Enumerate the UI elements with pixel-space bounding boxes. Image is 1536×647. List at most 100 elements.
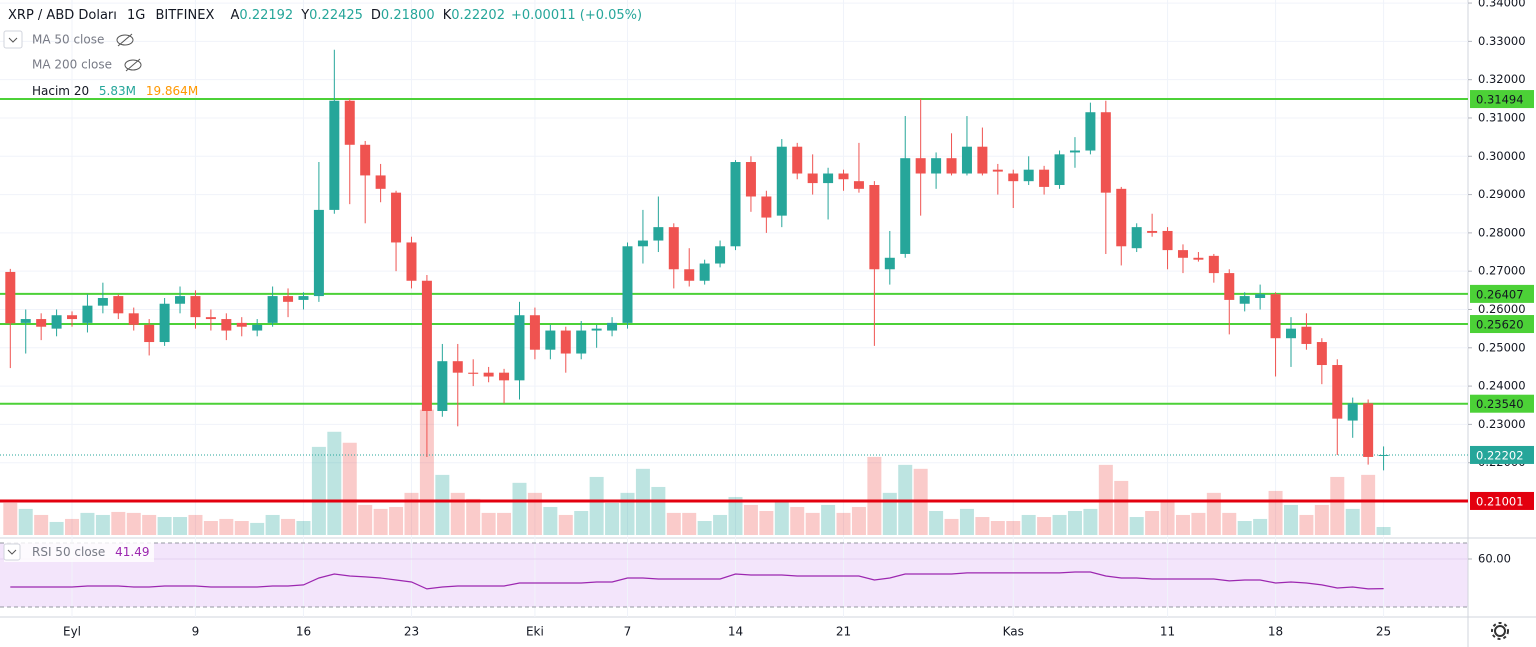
ohlc-value: 0.21800 [381, 8, 435, 23]
candle-body [1131, 227, 1142, 249]
volume-bar [173, 517, 188, 535]
volume-bar [620, 492, 635, 535]
candle-body [267, 296, 278, 323]
eye-icon[interactable] [124, 58, 142, 72]
header: XRP / ABD Doları 1G BITFINEX A0.22192 Y0.… [3, 8, 1509, 640]
candle-body [1332, 365, 1343, 419]
x-tick-label: 23 [404, 625, 419, 639]
collapse-button[interactable] [3, 543, 21, 561]
candles [5, 49, 1389, 471]
candle-body [97, 297, 108, 306]
settings-icon[interactable] [1491, 622, 1509, 640]
level-label-bg [1470, 491, 1534, 510]
candle-body [730, 162, 741, 247]
volume-bar [543, 507, 558, 535]
candle-body [82, 305, 93, 323]
volume-value: 5.83M [99, 84, 136, 98]
candle-body [175, 296, 186, 304]
rsi-legend-bg [4, 542, 154, 562]
candle-body [869, 185, 880, 270]
last-price-label: 0.22202 [1476, 448, 1524, 462]
candle-body [313, 209, 324, 297]
candle-body [1023, 169, 1034, 182]
ohlc-key: D [371, 8, 381, 23]
candle-body [1224, 273, 1235, 300]
candle-body [823, 173, 834, 184]
x-tick-label: 7 [624, 625, 632, 639]
x-tick-label: 9 [192, 625, 200, 639]
x-tick-label: Kas [1003, 625, 1024, 639]
x-tick-label: 18 [1268, 625, 1283, 639]
y-tick-label: 0.25000 [1478, 340, 1526, 354]
volume-bar [219, 518, 234, 535]
volume-bar [18, 508, 33, 535]
x-tick-label: 21 [836, 625, 851, 639]
candle-body [1177, 250, 1188, 258]
volume-bar [882, 492, 897, 535]
candle-body [1085, 112, 1096, 151]
volume-bar [1253, 518, 1268, 535]
volume-bar [1067, 510, 1082, 535]
volume-bar [558, 514, 573, 535]
volume-bar [373, 508, 388, 535]
candle-body [252, 324, 263, 331]
rsi-value: 41.49 [115, 545, 149, 559]
volume-bar [944, 518, 959, 535]
candle-body [1147, 230, 1158, 233]
x-tick-label: Eyl [63, 625, 81, 639]
axes: 0.34000 0.33000 0.32000 0.31000 0.30000 0.290… [63, 0, 1534, 639]
candle-body [1378, 454, 1389, 456]
volume-bar [327, 431, 342, 535]
volume-bar [1314, 504, 1329, 535]
eye-icon[interactable] [116, 33, 134, 47]
candle-body [529, 315, 540, 350]
candle-body [853, 181, 864, 189]
indicator-label: Hacim 20 5.83M 19.864M [32, 84, 198, 98]
collapse-button[interactable] [3, 30, 23, 49]
level-label-bg [1470, 315, 1534, 334]
candle-body [560, 330, 571, 354]
candle-body [1039, 169, 1050, 187]
level-label: 0.25620 [1476, 318, 1524, 332]
candle-body [607, 322, 618, 331]
candle-body [684, 269, 695, 281]
volume-bar [790, 507, 805, 535]
rsi-title: RSI 50 close [32, 545, 105, 559]
volume-ma-value: 19.864M [146, 84, 198, 98]
candle-body [1255, 294, 1266, 298]
candle-body [1208, 255, 1219, 274]
volume-bar [497, 512, 512, 535]
candle-body [298, 296, 309, 300]
candle-body [499, 372, 510, 381]
volume-bar [1345, 508, 1360, 535]
volume-bar [1114, 480, 1129, 535]
volume-bar [1268, 490, 1283, 535]
volume-bar [466, 498, 481, 535]
candle-body [745, 162, 756, 197]
candle-body [283, 296, 294, 302]
x-tick-label: 25 [1376, 625, 1391, 639]
candle-body [545, 330, 556, 350]
volume-bar [959, 508, 974, 535]
volume-bar [836, 512, 851, 535]
x-tick-label: 11 [1160, 625, 1175, 639]
volume-bar [929, 510, 944, 535]
ohlc-value: 0.22425 [309, 8, 363, 23]
volume-bar [589, 476, 604, 535]
candle-body [576, 330, 587, 354]
candle-body [67, 315, 78, 320]
volume-bar [203, 521, 218, 535]
candle-body [51, 315, 62, 329]
volume-bar [265, 514, 280, 535]
volume-bar [728, 496, 743, 535]
candle-body [113, 296, 124, 314]
candle-body [931, 158, 942, 174]
chevron-icon [7, 549, 17, 555]
y-tick-label: 0.27000 [1478, 264, 1526, 278]
candle-body [1069, 150, 1080, 153]
candle-body [1347, 403, 1358, 421]
volume-bar [512, 482, 527, 535]
candle-body [946, 158, 957, 174]
volume-bar [1237, 521, 1252, 535]
candle-body [128, 313, 139, 325]
